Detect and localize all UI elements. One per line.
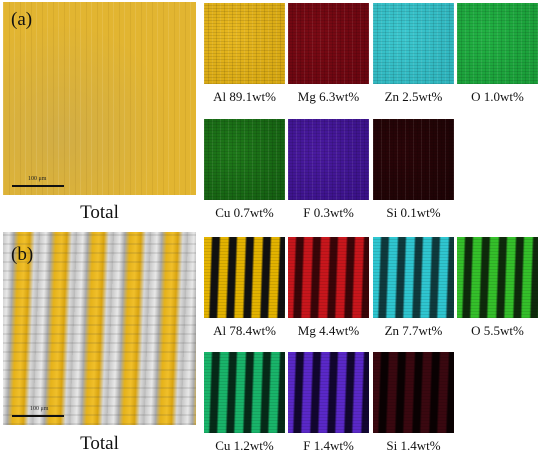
panel-b-texture (3, 232, 196, 425)
map-caption: Si 0.1wt% (386, 205, 441, 220)
panel-b-letter: (b) (11, 244, 34, 265)
map-noise-overlay (373, 237, 454, 318)
map-caption: F 0.3wt% (303, 205, 354, 220)
panel-b-total-label: Total (80, 433, 119, 454)
map-noise-overlay (204, 352, 285, 433)
panel-b-map-al (204, 237, 285, 318)
map-noise-overlay (288, 3, 369, 84)
map-caption: Mg 6.3wt% (297, 89, 360, 104)
panel-a-letter: (a) (11, 9, 33, 30)
panel-b-map-cu (204, 352, 285, 433)
map-noise-overlay (204, 119, 285, 200)
map-caption: Al 78.4wt% (213, 323, 276, 338)
panel-b-map-si (373, 352, 454, 433)
panel-a-map-zn (373, 3, 454, 84)
map-noise-overlay (204, 3, 285, 84)
panel-a-map-cu (204, 119, 285, 200)
panel-a-total-label: Total (80, 202, 119, 223)
panel-a-scale-bar (12, 185, 64, 187)
map-noise-overlay (457, 3, 538, 84)
panel-b-scale-bar (12, 415, 64, 417)
map-caption: Cu 0.7wt% (215, 205, 274, 220)
map-caption: O 1.0wt% (471, 89, 524, 104)
panel-a-map-f (288, 119, 369, 200)
map-noise-overlay (373, 352, 454, 433)
panel-b-map-f (288, 352, 369, 433)
map-noise-overlay (457, 237, 538, 318)
map-caption: Zn 2.5wt% (384, 89, 443, 104)
map-caption: F 1.4wt% (303, 438, 354, 453)
panel-a-map-si (373, 119, 454, 200)
map-noise-overlay (204, 237, 285, 318)
panel-a-map-mg (288, 3, 369, 84)
map-caption: Zn 7.7wt% (384, 323, 443, 338)
panel-a-scale-label: 100 μm (28, 176, 47, 182)
map-noise-overlay (373, 3, 454, 84)
map-caption: Si 1.4wt% (386, 438, 441, 453)
map-caption: Cu 1.2wt% (215, 438, 274, 453)
map-caption: Al 89.1wt% (213, 89, 276, 104)
panel-b-map-o (457, 237, 538, 318)
panel-a-total-image: (a) 100 μm (3, 2, 196, 195)
panel-a-map-al (204, 3, 285, 84)
map-caption: Mg 4.4wt% (297, 323, 360, 338)
panel-b-scale-label: 100 μm (30, 406, 49, 412)
map-noise-overlay (288, 237, 369, 318)
map-noise-overlay (288, 352, 369, 433)
map-caption: O 5.5wt% (471, 323, 524, 338)
panel-b-map-zn (373, 237, 454, 318)
map-noise-overlay (288, 119, 369, 200)
panel-b-total-image: (b) 100 μm (3, 232, 196, 425)
panel-b-map-mg (288, 237, 369, 318)
panel-a-map-o (457, 3, 538, 84)
map-noise-overlay (373, 119, 454, 200)
